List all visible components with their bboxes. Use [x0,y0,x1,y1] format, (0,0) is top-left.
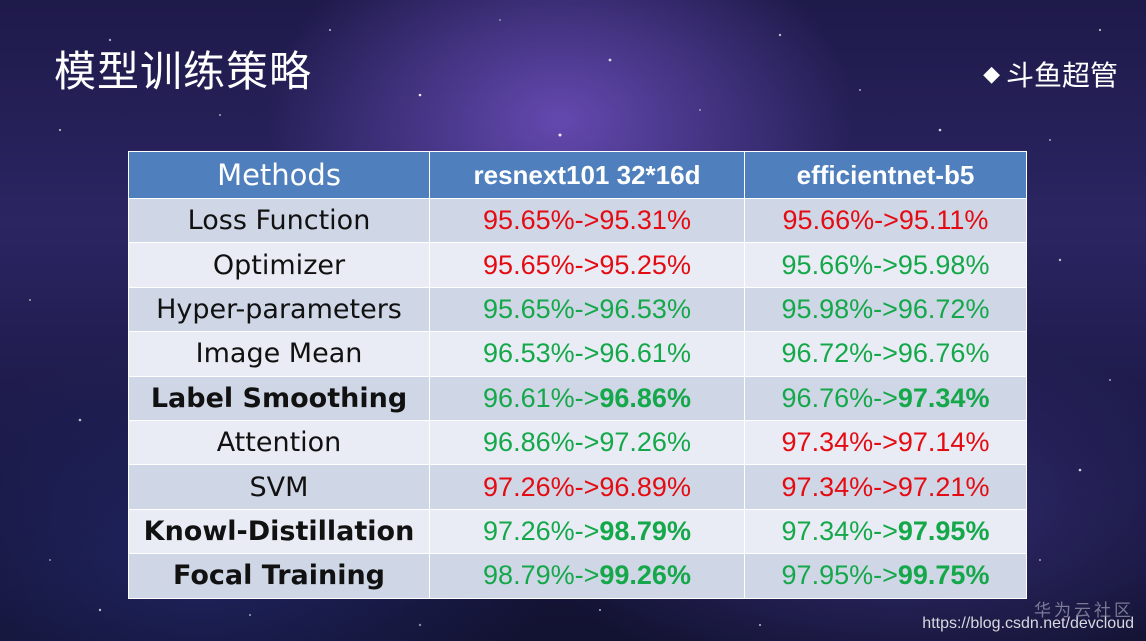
header-efficientnet: efficientnet-b5 [744,151,1027,199]
resnext-result-cell: 97.26%->98.79% [429,508,745,555]
score-after: 97.26% [599,427,691,458]
diamond-bullet-icon: ◆ [983,61,1000,87]
score-after: 99.75% [897,560,990,591]
score-before: 96.53%-> [483,338,600,369]
score-before: 97.34%-> [781,427,898,458]
score-after: 96.76% [897,338,990,369]
efficientnet-result-cell: 97.34%->97.21% [744,464,1027,510]
score-after: 99.26% [599,560,691,591]
efficientnet-result-cell: 95.66%->95.98% [744,242,1027,288]
score-before: 97.26%-> [483,515,600,546]
resnext-result-cell: 95.65%->95.25% [429,242,745,288]
table-row: SVM 97.26%->96.89% 97.34%->97.21% [128,464,1027,510]
score-before: 97.34%-> [781,471,898,502]
table-row: Focal Training 98.79%->99.26% 97.95%->99.7… [128,553,1027,599]
efficientnet-result-cell: 95.66%->95.11% [744,197,1027,244]
table-row: Optimizer 95.65%->95.25% 95.66%->95.98% [128,242,1027,288]
header-methods: Methods [128,151,430,199]
efficientnet-result-cell: 96.76%->97.34% [744,375,1027,421]
score-before: 95.66%-> [782,205,899,236]
efficientnet-result-cell: 95.98%->96.72% [744,286,1027,333]
score-before: 96.76%-> [781,382,898,413]
resnext-result-cell: 97.26%->96.89% [429,464,745,510]
method-cell: Image Mean [128,331,430,377]
score-before: 96.72%-> [781,338,898,369]
score-after: 97.21% [897,471,990,502]
score-before: 96.86%-> [483,427,600,458]
slide-title: 模型训练策略 [54,47,313,96]
score-after: 97.14% [897,427,990,458]
score-before: 95.66%-> [781,249,898,280]
method-cell: Label Smoothing [128,375,430,421]
table-row: Hyper-parameters 95.65%->96.53% 95.98%->96… [128,286,1027,333]
score-before: 95.65%-> [483,293,600,324]
resnext-result-cell: 96.86%->97.26% [429,419,745,466]
method-cell: Loss Function [128,197,430,244]
method-cell: Hyper-parameters [128,286,430,333]
table-row: Image Mean 96.53%->96.61% 96.72%->96.76% [128,331,1027,377]
efficientnet-result-cell: 97.95%->99.75% [744,553,1027,599]
score-after: 98.79% [599,515,691,546]
score-after: 97.95% [897,515,990,546]
score-after: 96.53% [599,293,691,324]
resnext-result-cell: 95.65%->96.53% [429,286,745,333]
table-row: Label Smoothing 96.61%->96.86% 96.76%->97.… [128,375,1027,421]
score-after: 95.25% [599,249,691,280]
score-before: 96.61%-> [483,382,600,413]
method-cell: SVM [128,464,430,510]
resnext-result-cell: 96.53%->96.61% [429,331,745,377]
score-before: 97.26%-> [483,471,600,502]
score-before: 95.98%-> [781,293,898,324]
score-after: 96.72% [897,293,990,324]
score-after: 96.86% [599,382,691,413]
score-after: 96.89% [599,471,691,502]
resnext-result-cell: 96.61%->96.86% [429,375,745,421]
method-cell: Knowl-Distillation [128,508,430,555]
efficientnet-result-cell: 97.34%->97.95% [744,508,1027,555]
table-row: Knowl-Distillation 97.26%->98.79% 97.34%->… [128,508,1027,555]
resnext-result-cell: 98.79%->99.26% [429,553,745,599]
score-before: 97.34%-> [781,515,898,546]
table-row: Loss Function 95.65%->95.31% 95.66%->95.11… [128,197,1027,244]
score-before: 97.95%-> [781,560,898,591]
efficientnet-result-cell: 96.72%->96.76% [744,331,1027,377]
results-table: Methods resnext101 32*16d efficientnet-b… [128,151,1027,599]
score-after: 95.31% [599,205,691,236]
score-after: 97.34% [897,382,990,413]
header-resnext: resnext101 32*16d [429,151,745,199]
header-row: Methods resnext101 32*16d efficientnet-b… [128,151,1027,199]
score-after: 95.11% [898,205,989,236]
score-after: 95.98% [897,249,990,280]
method-cell: Optimizer [128,242,430,288]
score-after: 96.61% [599,338,691,369]
table-row: Attention 96.86%->97.26% 97.34%->97.14% [128,419,1027,466]
efficientnet-result-cell: 97.34%->97.14% [744,419,1027,466]
score-before: 95.65%-> [483,249,600,280]
watermark-url: https://blog.csdn.net/devcloud [922,615,1134,632]
resnext-result-cell: 95.65%->95.31% [429,197,745,244]
score-before: 95.65%-> [483,205,600,236]
method-cell: Focal Training [128,553,430,599]
watermark-logo-text: 华为云社区 [1034,601,1134,621]
brand-label: ◆ 斗鱼超管 [983,54,1118,94]
method-cell: Attention [128,419,430,466]
brand-text: 斗鱼超管 [1005,59,1118,92]
score-before: 98.79%-> [483,560,600,591]
